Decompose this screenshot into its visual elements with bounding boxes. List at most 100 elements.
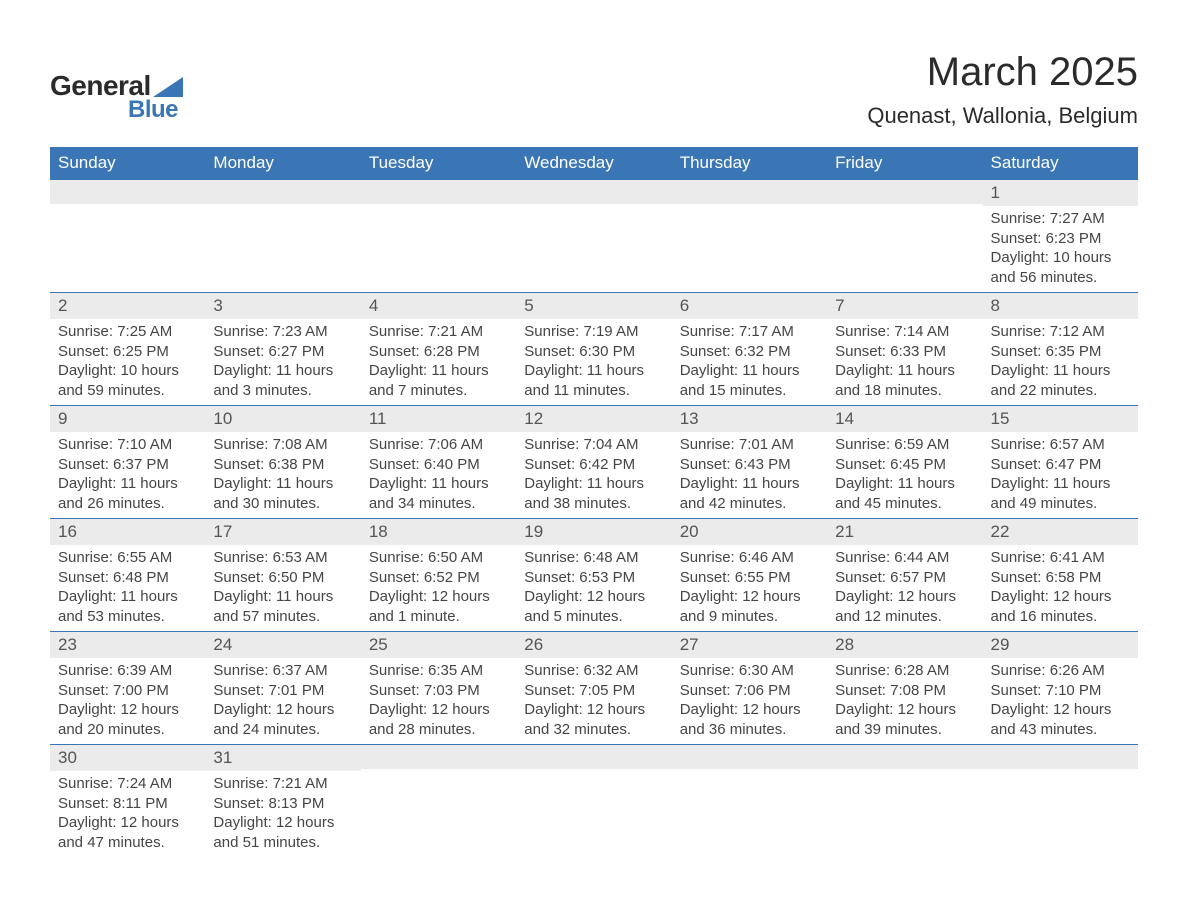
day-number: 21 <box>827 519 982 545</box>
calendar-day: 31Sunrise: 7:21 AMSunset: 8:13 PMDayligh… <box>205 745 360 858</box>
sunrise-text: Sunrise: 7:01 AM <box>680 435 819 455</box>
sunset-text: Sunset: 6:28 PM <box>369 342 508 362</box>
day-details: Sunrise: 7:21 AMSunset: 8:13 PMDaylight:… <box>205 771 360 857</box>
sunrise-text: Sunrise: 7:21 AM <box>369 322 508 342</box>
day-number: 10 <box>205 406 360 432</box>
daylight-text: Daylight: 11 hours and 3 minutes. <box>213 361 352 400</box>
calendar-day: 28Sunrise: 6:28 AMSunset: 7:08 PMDayligh… <box>827 632 982 745</box>
sunrise-text: Sunrise: 7:14 AM <box>835 322 974 342</box>
day-number: 24 <box>205 632 360 658</box>
calendar-day: 3Sunrise: 7:23 AMSunset: 6:27 PMDaylight… <box>205 293 360 406</box>
sunset-text: Sunset: 6:45 PM <box>835 455 974 475</box>
day-number: 4 <box>361 293 516 319</box>
calendar-day: 9Sunrise: 7:10 AMSunset: 6:37 PMDaylight… <box>50 406 205 519</box>
day-details: Sunrise: 6:26 AMSunset: 7:10 PMDaylight:… <box>983 658 1138 744</box>
calendar-day: 7Sunrise: 7:14 AMSunset: 6:33 PMDaylight… <box>827 293 982 406</box>
day-details: Sunrise: 7:04 AMSunset: 6:42 PMDaylight:… <box>516 432 671 518</box>
day-details: Sunrise: 7:01 AMSunset: 6:43 PMDaylight:… <box>672 432 827 518</box>
calendar-week-row: 23Sunrise: 6:39 AMSunset: 7:00 PMDayligh… <box>50 632 1138 745</box>
sunset-text: Sunset: 6:52 PM <box>369 568 508 588</box>
sunset-text: Sunset: 8:11 PM <box>58 794 197 814</box>
day-number: 18 <box>361 519 516 545</box>
sunset-text: Sunset: 6:30 PM <box>524 342 663 362</box>
day-details <box>672 769 827 847</box>
day-details: Sunrise: 6:53 AMSunset: 6:50 PMDaylight:… <box>205 545 360 631</box>
day-number <box>361 180 516 204</box>
dow-friday: Friday <box>827 147 982 180</box>
day-number <box>205 180 360 204</box>
calendar-week-row: 16Sunrise: 6:55 AMSunset: 6:48 PMDayligh… <box>50 519 1138 632</box>
day-number <box>50 180 205 204</box>
dow-tuesday: Tuesday <box>361 147 516 180</box>
daylight-text: Daylight: 11 hours and 22 minutes. <box>991 361 1130 400</box>
sunset-text: Sunset: 6:55 PM <box>680 568 819 588</box>
day-details: Sunrise: 6:35 AMSunset: 7:03 PMDaylight:… <box>361 658 516 744</box>
day-details: Sunrise: 7:14 AMSunset: 6:33 PMDaylight:… <box>827 319 982 405</box>
daylight-text: Daylight: 10 hours and 56 minutes. <box>991 248 1130 287</box>
sunrise-text: Sunrise: 6:53 AM <box>213 548 352 568</box>
sunrise-text: Sunrise: 6:37 AM <box>213 661 352 681</box>
sunrise-text: Sunrise: 6:57 AM <box>991 435 1130 455</box>
sunrise-text: Sunrise: 7:25 AM <box>58 322 197 342</box>
day-number: 22 <box>983 519 1138 545</box>
day-details: Sunrise: 7:25 AMSunset: 6:25 PMDaylight:… <box>50 319 205 405</box>
sunrise-text: Sunrise: 6:30 AM <box>680 661 819 681</box>
sunset-text: Sunset: 6:43 PM <box>680 455 819 475</box>
day-details: Sunrise: 7:12 AMSunset: 6:35 PMDaylight:… <box>983 319 1138 405</box>
calendar-day: 2Sunrise: 7:25 AMSunset: 6:25 PMDaylight… <box>50 293 205 406</box>
daylight-text: Daylight: 12 hours and 24 minutes. <box>213 700 352 739</box>
calendar-week-row: 30Sunrise: 7:24 AMSunset: 8:11 PMDayligh… <box>50 745 1138 858</box>
sunset-text: Sunset: 6:37 PM <box>58 455 197 475</box>
sunrise-text: Sunrise: 7:04 AM <box>524 435 663 455</box>
day-number: 14 <box>827 406 982 432</box>
day-number: 8 <box>983 293 1138 319</box>
daylight-text: Daylight: 12 hours and 12 minutes. <box>835 587 974 626</box>
sunset-text: Sunset: 6:50 PM <box>213 568 352 588</box>
day-number: 31 <box>205 745 360 771</box>
day-number: 16 <box>50 519 205 545</box>
day-details: Sunrise: 7:21 AMSunset: 6:28 PMDaylight:… <box>361 319 516 405</box>
calendar-table: Sunday Monday Tuesday Wednesday Thursday… <box>50 147 1138 857</box>
day-details <box>672 204 827 282</box>
day-details <box>983 769 1138 847</box>
sunrise-text: Sunrise: 7:08 AM <box>213 435 352 455</box>
sunset-text: Sunset: 6:25 PM <box>58 342 197 362</box>
calendar-day-empty <box>672 745 827 858</box>
logo-triangle-icon <box>153 77 183 97</box>
day-number: 17 <box>205 519 360 545</box>
dow-monday: Monday <box>205 147 360 180</box>
day-details: Sunrise: 7:08 AMSunset: 6:38 PMDaylight:… <box>205 432 360 518</box>
logo-text-blue: Blue <box>128 96 183 124</box>
daylight-text: Daylight: 12 hours and 16 minutes. <box>991 587 1130 626</box>
dow-wednesday: Wednesday <box>516 147 671 180</box>
day-details: Sunrise: 7:19 AMSunset: 6:30 PMDaylight:… <box>516 319 671 405</box>
day-number: 5 <box>516 293 671 319</box>
day-details <box>361 769 516 847</box>
sunrise-text: Sunrise: 6:32 AM <box>524 661 663 681</box>
day-number: 7 <box>827 293 982 319</box>
calendar-day-empty <box>827 180 982 293</box>
day-number: 23 <box>50 632 205 658</box>
sunrise-text: Sunrise: 7:27 AM <box>991 209 1130 229</box>
calendar-day: 17Sunrise: 6:53 AMSunset: 6:50 PMDayligh… <box>205 519 360 632</box>
daylight-text: Daylight: 11 hours and 7 minutes. <box>369 361 508 400</box>
day-details: Sunrise: 6:44 AMSunset: 6:57 PMDaylight:… <box>827 545 982 631</box>
day-number: 20 <box>672 519 827 545</box>
calendar-day: 24Sunrise: 6:37 AMSunset: 7:01 PMDayligh… <box>205 632 360 745</box>
daylight-text: Daylight: 12 hours and 51 minutes. <box>213 813 352 852</box>
day-details: Sunrise: 6:46 AMSunset: 6:55 PMDaylight:… <box>672 545 827 631</box>
day-details: Sunrise: 6:55 AMSunset: 6:48 PMDaylight:… <box>50 545 205 631</box>
sunrise-text: Sunrise: 6:39 AM <box>58 661 197 681</box>
sunrise-text: Sunrise: 7:23 AM <box>213 322 352 342</box>
day-number: 26 <box>516 632 671 658</box>
day-details: Sunrise: 7:10 AMSunset: 6:37 PMDaylight:… <box>50 432 205 518</box>
calendar-day: 30Sunrise: 7:24 AMSunset: 8:11 PMDayligh… <box>50 745 205 858</box>
calendar-day: 20Sunrise: 6:46 AMSunset: 6:55 PMDayligh… <box>672 519 827 632</box>
header: General Blue March 2025 Quenast, Walloni… <box>50 50 1138 129</box>
calendar-day: 27Sunrise: 6:30 AMSunset: 7:06 PMDayligh… <box>672 632 827 745</box>
day-details <box>516 769 671 847</box>
daylight-text: Daylight: 11 hours and 11 minutes. <box>524 361 663 400</box>
calendar-day: 4Sunrise: 7:21 AMSunset: 6:28 PMDaylight… <box>361 293 516 406</box>
daylight-text: Daylight: 12 hours and 32 minutes. <box>524 700 663 739</box>
daylight-text: Daylight: 12 hours and 39 minutes. <box>835 700 974 739</box>
